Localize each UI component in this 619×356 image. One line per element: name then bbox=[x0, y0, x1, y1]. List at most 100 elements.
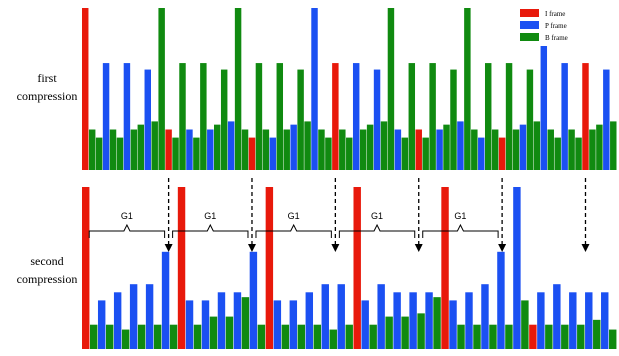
bar-b-frame bbox=[325, 137, 332, 170]
bar-b-frame bbox=[429, 63, 436, 170]
bar-b-frame bbox=[234, 8, 242, 170]
bar-p-frame bbox=[123, 63, 131, 170]
bar-b-frame bbox=[554, 137, 561, 170]
gop-braces: G1 G1 G1 G1 G1 bbox=[88, 211, 499, 238]
bar-b-frame bbox=[297, 324, 306, 349]
bar-b-frame bbox=[547, 129, 554, 170]
bar-i-frame bbox=[248, 137, 256, 170]
bar-i-frame bbox=[82, 8, 89, 170]
bar-p-frame bbox=[603, 69, 610, 170]
legend-label-p-frame: P frame bbox=[545, 22, 567, 30]
bar-b-frame bbox=[200, 63, 207, 170]
row-label-first-line1: first bbox=[37, 71, 57, 85]
gop-label: G1 bbox=[288, 211, 300, 221]
bar-b-frame bbox=[366, 124, 374, 170]
bar-b-frame bbox=[130, 129, 138, 170]
gop-brace bbox=[255, 223, 332, 238]
bar-i-frame bbox=[82, 187, 90, 349]
bar-b-frame bbox=[116, 137, 124, 170]
bar-p-frame bbox=[185, 300, 194, 349]
bar-b-frame bbox=[172, 137, 179, 170]
bar-p-frame bbox=[337, 284, 345, 349]
bar-p-frame bbox=[352, 63, 360, 170]
bar-b-frame bbox=[283, 129, 290, 170]
bar-b-frame bbox=[593, 319, 601, 349]
bar-b-frame bbox=[526, 69, 534, 170]
bar-b-frame bbox=[610, 121, 617, 170]
bar-b-frame bbox=[346, 137, 353, 170]
row-label-second-line1: second bbox=[30, 254, 63, 268]
bar-b-frame bbox=[491, 129, 499, 170]
bar-p-frame bbox=[537, 292, 545, 349]
bar-p-frame bbox=[436, 129, 443, 170]
gop-label: G1 bbox=[454, 211, 466, 221]
bar-p-frame bbox=[449, 300, 457, 349]
bar-p-frame bbox=[233, 292, 242, 349]
legend-swatch-i-frame bbox=[520, 9, 539, 17]
bar-b-frame bbox=[561, 324, 569, 349]
bar-i-frame bbox=[353, 187, 361, 349]
bar-b-frame bbox=[137, 324, 146, 349]
bar-b-frame bbox=[457, 324, 465, 349]
bar-p-frame bbox=[585, 292, 593, 349]
bar-p-frame bbox=[113, 292, 122, 349]
bar-b-frame bbox=[401, 137, 409, 170]
bar-b-frame bbox=[179, 63, 186, 170]
bar-b-frame bbox=[345, 324, 353, 349]
bar-p-frame bbox=[394, 129, 402, 170]
bar-b-frame bbox=[505, 324, 513, 349]
bar-p-frame bbox=[457, 121, 464, 170]
bar-b-frame bbox=[505, 63, 513, 170]
bar-i-frame bbox=[415, 129, 422, 170]
bar-i-frame bbox=[582, 63, 589, 170]
bar-p-frame bbox=[290, 124, 297, 170]
bar-p-frame bbox=[519, 124, 527, 170]
bar-p-frame bbox=[393, 292, 401, 349]
legend: I frame P frame B frame bbox=[516, 4, 612, 46]
bar-b-frame bbox=[88, 129, 96, 170]
gop-brace bbox=[88, 223, 166, 238]
legend-label-i-frame: I frame bbox=[545, 10, 565, 18]
bar-b-frame bbox=[313, 324, 321, 349]
bar-b-frame bbox=[484, 63, 492, 170]
bar-p-frame bbox=[207, 129, 214, 170]
gop-label: G1 bbox=[204, 211, 216, 221]
bar-b-frame bbox=[609, 329, 617, 349]
bar-b-frame bbox=[408, 63, 416, 170]
bar-b-frame bbox=[220, 69, 228, 170]
bar-b-frame bbox=[596, 124, 603, 170]
bar-p-frame bbox=[425, 292, 433, 349]
legend-swatch-b-frame bbox=[520, 33, 539, 41]
bar-b-frame bbox=[169, 324, 178, 349]
row-label-first-line2: compression bbox=[17, 89, 78, 103]
bar-b-frame bbox=[450, 69, 457, 170]
bar-p-frame bbox=[561, 63, 568, 170]
bar-i-frame bbox=[529, 324, 537, 349]
bar-b-frame bbox=[105, 324, 114, 349]
bar-b-frame bbox=[193, 324, 202, 349]
row-label-second-line2: compression bbox=[17, 272, 78, 286]
bar-p-frame bbox=[377, 284, 385, 349]
bar-b-frame bbox=[109, 129, 117, 170]
bar-b-frame bbox=[464, 8, 471, 170]
bar-p-frame bbox=[289, 300, 298, 349]
bar-i-frame bbox=[441, 187, 449, 349]
bar-b-frame bbox=[241, 297, 250, 349]
gop-label: G1 bbox=[371, 211, 383, 221]
bar-p-frame bbox=[361, 300, 369, 349]
bar-p-frame bbox=[513, 187, 521, 349]
bar-p-frame bbox=[201, 300, 210, 349]
bar-b-frame bbox=[401, 316, 409, 349]
bar-b-frame bbox=[568, 129, 575, 170]
bar-b-frame bbox=[297, 69, 304, 170]
bar-b-frame bbox=[241, 129, 249, 170]
bar-b-frame bbox=[95, 137, 103, 170]
bar-b-frame bbox=[339, 129, 346, 170]
bar-p-frame bbox=[227, 121, 235, 170]
bar-p-frame bbox=[553, 284, 561, 349]
bar-b-frame bbox=[512, 129, 520, 170]
gop-brace bbox=[422, 223, 499, 238]
legend-label-b-frame: B frame bbox=[545, 34, 568, 42]
bar-p-frame bbox=[249, 251, 258, 349]
